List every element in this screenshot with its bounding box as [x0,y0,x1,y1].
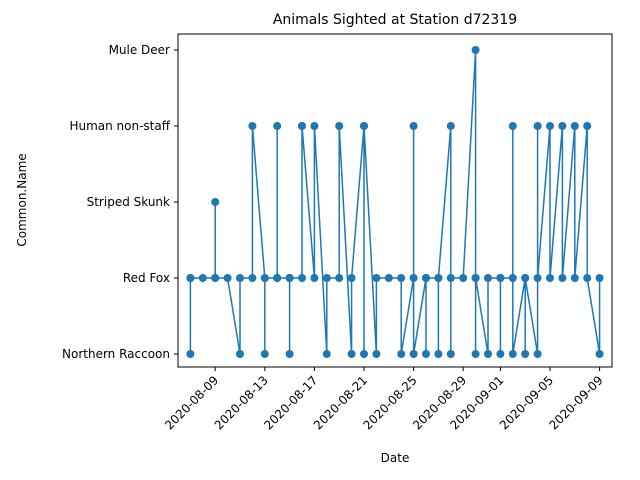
data-point [471,274,480,282]
y-tick-label: Human non-staff [69,119,170,133]
data-point [521,350,530,358]
data-point [397,274,406,282]
data-point [533,122,542,130]
data-point [496,350,505,358]
data-point [595,274,604,282]
data-point [397,350,406,358]
data-point [322,274,331,282]
data-point [484,350,492,358]
data-point [409,350,418,358]
data-point [360,350,368,358]
data-point [446,274,455,282]
data-point [360,122,368,130]
data-point [285,350,294,358]
y-tick-label: Northern Raccoon [62,347,170,361]
data-point [223,274,232,282]
y-axis-label: Common.Name [15,153,29,246]
data-point [186,274,195,282]
data-point [298,122,306,130]
data-point [595,350,604,358]
data-point [310,122,319,130]
data-point [273,122,282,130]
data-point [434,350,443,358]
data-point [248,274,257,282]
data-point [409,274,418,282]
data-point [260,274,269,282]
data-point [211,274,220,282]
data-point [273,274,282,282]
data-point [471,350,480,358]
data-point [409,122,418,130]
data-point [310,274,319,282]
data-point [372,350,381,358]
data-point [459,274,468,282]
y-tick-label: Red Fox [123,271,170,285]
data-point [508,122,517,130]
data-point [422,350,430,358]
data-point [583,274,592,282]
data-point [335,122,344,130]
x-axis-label: Date [381,451,410,465]
data-point [347,350,356,358]
data-point [558,122,567,130]
y-axis-ticks: Northern Raccoon Red Fox Striped Skunk Huma… [62,43,178,361]
data-point [236,350,244,358]
data-point [211,198,220,206]
data-point [533,350,542,358]
data-point [322,350,331,358]
data-point [446,350,455,358]
data-point [198,274,207,282]
data-point [384,274,393,282]
data-point [508,350,517,358]
data-point [546,274,554,282]
data-point [446,122,455,130]
data-point [298,274,306,282]
data-point [570,274,579,282]
data-point [484,274,492,282]
data-point [248,122,257,130]
data-point [434,274,443,282]
y-tick-label: Striped Skunk [87,195,170,209]
data-point [236,274,244,282]
x-tick-label: 2020-09-09 [547,373,606,432]
data-point [496,274,505,282]
series-line [189,49,601,355]
chart-title: Animals Sighted at Station d72319 [273,12,517,28]
x-axis-ticks: 2020-08-092020-08-132020-08-172020-08-21… [162,367,606,432]
y-tick-label: Mule Deer [109,43,170,57]
data-point [372,274,381,282]
data-point [558,274,567,282]
data-point [285,274,294,282]
data-point [533,274,542,282]
data-point [335,274,344,282]
data-point [521,274,530,282]
data-point [260,350,269,358]
data-point [347,274,356,282]
plot-area [186,46,604,358]
axes-frame [177,33,613,368]
data-point [471,46,480,54]
data-point [583,122,592,130]
data-point [546,122,554,130]
data-point [186,350,195,358]
data-point [508,274,517,282]
data-point [570,122,579,130]
data-point [422,274,430,282]
